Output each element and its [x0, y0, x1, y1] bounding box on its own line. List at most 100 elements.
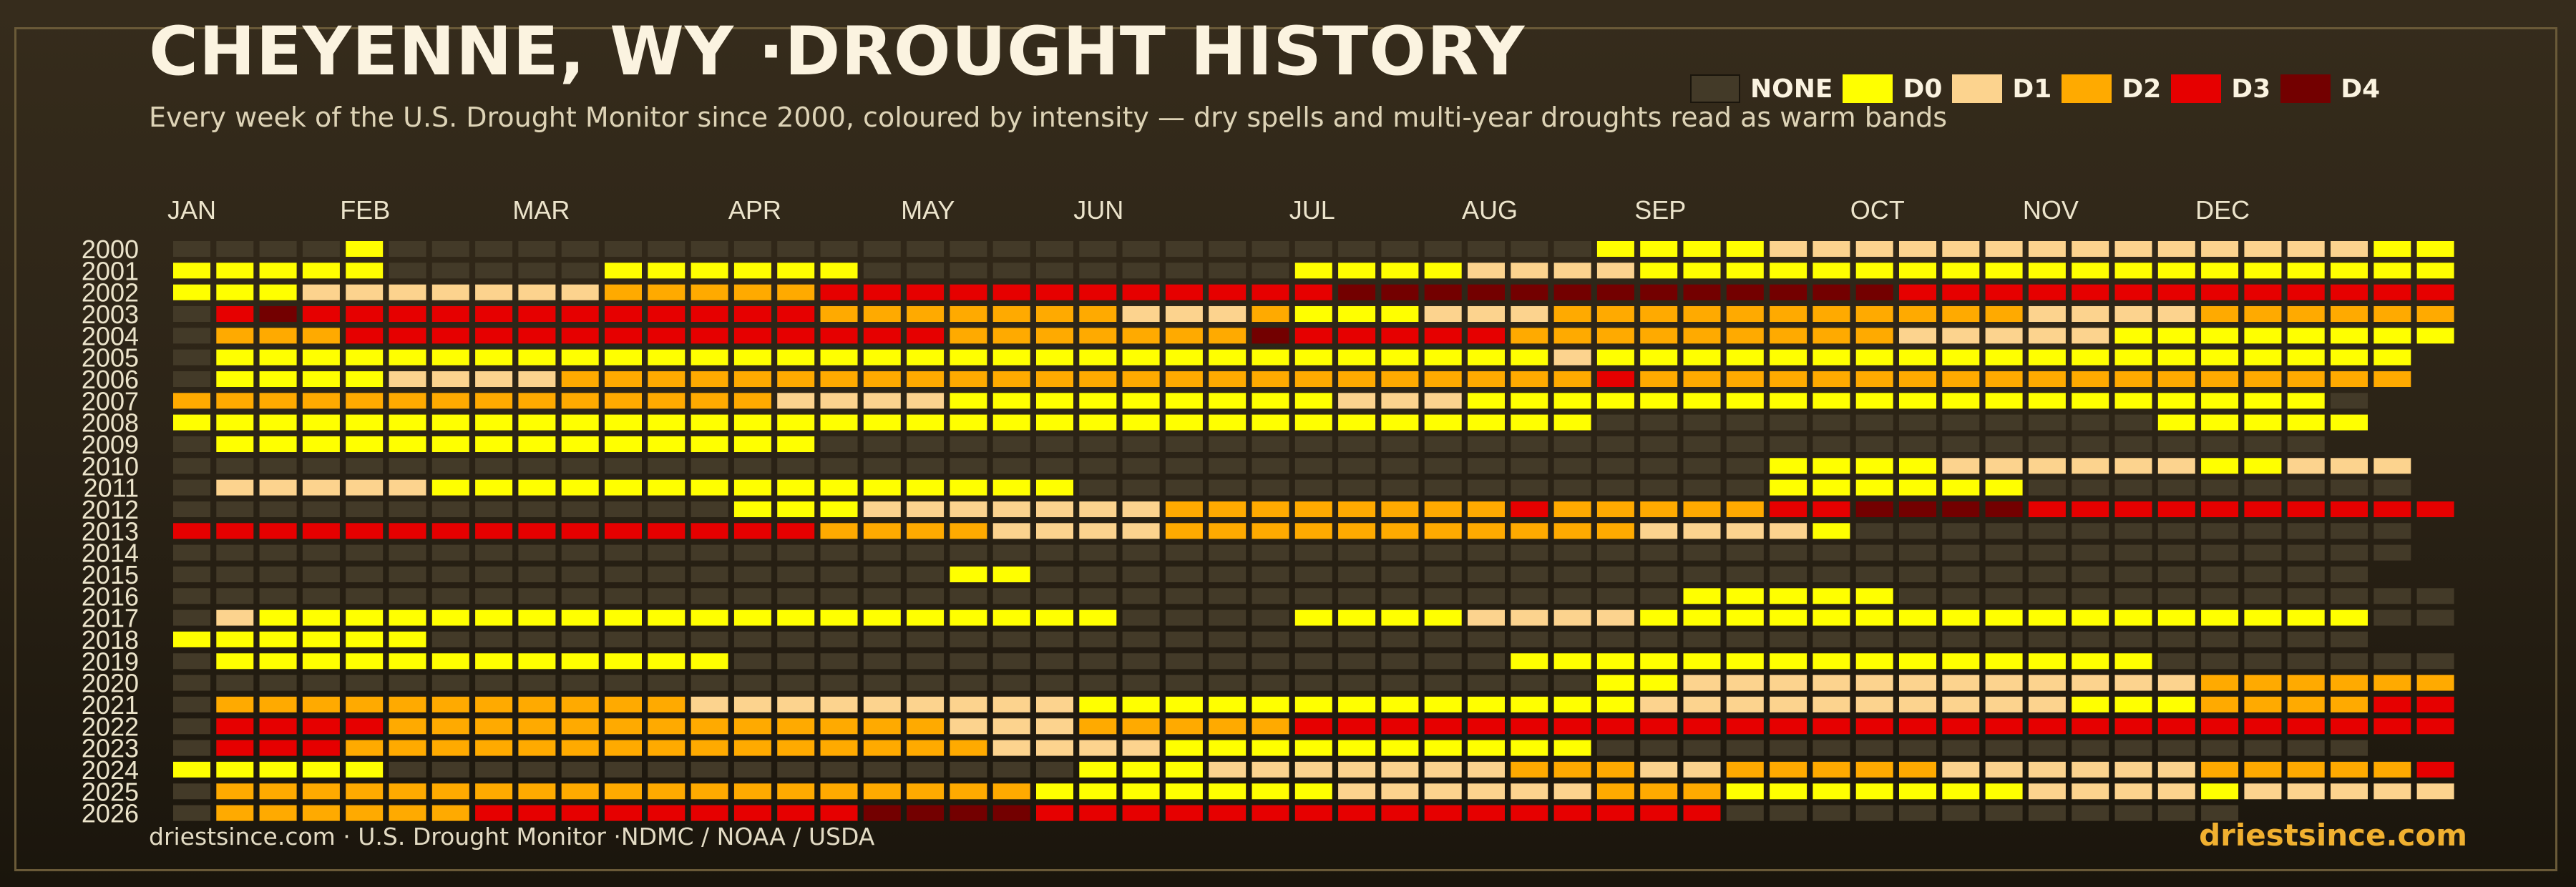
week-cell	[2244, 501, 2282, 517]
legend-item-d3: D3	[2171, 74, 2273, 104]
week-cell	[346, 371, 384, 387]
week-cell	[2287, 675, 2325, 691]
week-cell	[475, 479, 513, 496]
week-cell	[2201, 263, 2239, 279]
week-cell	[2287, 761, 2325, 778]
week-cell	[1036, 393, 1073, 409]
week-cell	[216, 761, 254, 778]
week-cell	[1381, 761, 1419, 778]
week-cell	[992, 371, 1030, 387]
week-cell	[777, 653, 815, 670]
week-cell	[1165, 458, 1203, 474]
week-cell	[561, 718, 599, 735]
year-label-2002: 2002	[82, 278, 139, 308]
week-cell	[389, 783, 426, 800]
week-cell	[1985, 653, 2023, 670]
week-cell	[216, 740, 254, 756]
week-cell	[648, 544, 686, 561]
week-cell	[1596, 544, 1634, 561]
week-cell	[216, 675, 254, 691]
week-cell	[648, 414, 686, 431]
week-cell	[1985, 349, 2023, 366]
week-cell	[1036, 567, 1073, 582]
week-cell	[2373, 371, 2411, 387]
week-cell	[1424, 328, 1462, 344]
year-label-2023: 2023	[82, 734, 139, 763]
week-cell	[1122, 393, 1160, 409]
week-cell	[1424, 263, 1462, 279]
week-cell	[431, 458, 469, 474]
week-cell	[2244, 740, 2282, 756]
week-cell	[1640, 696, 1678, 712]
week-cell	[475, 761, 513, 778]
week-cell	[1036, 306, 1073, 322]
legend-swatch-d1	[1952, 74, 2003, 103]
week-cell	[431, 393, 469, 409]
week-cell	[605, 588, 642, 604]
week-cell	[1855, 328, 1893, 344]
week-cell	[1294, 241, 1332, 257]
week-cell	[2028, 740, 2066, 756]
week-cell	[1553, 436, 1591, 452]
week-cell	[1985, 328, 2023, 344]
week-cell	[1122, 631, 1160, 647]
week-cell	[1683, 479, 1721, 496]
week-cell	[907, 588, 945, 604]
week-cell	[2244, 436, 2282, 452]
week-cell	[2373, 328, 2411, 344]
week-cell	[1468, 631, 1505, 647]
week-cell	[2114, 740, 2152, 756]
week-cell	[1511, 458, 1548, 474]
week-cell	[1079, 588, 1117, 604]
week-cell	[820, 306, 858, 322]
week-cell	[1553, 696, 1591, 712]
week-cell	[1338, 523, 1376, 539]
week-cell	[2331, 393, 2368, 409]
week-cell	[1553, 371, 1591, 387]
week-cell	[1942, 371, 1980, 387]
week-cell	[173, 718, 210, 735]
week-cell	[1942, 284, 1980, 300]
week-cell	[431, 696, 469, 712]
week-cell	[1338, 567, 1376, 582]
week-cell	[691, 371, 728, 387]
week-cell	[1511, 675, 1548, 691]
week-cell	[346, 783, 384, 800]
week-cell	[302, 718, 340, 735]
week-cell	[1122, 306, 1160, 322]
week-cell	[2373, 718, 2411, 735]
week-cell	[863, 783, 901, 800]
week-cell	[605, 501, 642, 517]
week-cell	[2244, 718, 2282, 735]
week-cell	[2072, 588, 2109, 604]
week-cell	[777, 588, 815, 604]
week-cell	[2072, 263, 2109, 279]
week-cell	[302, 761, 340, 778]
week-cell	[1079, 501, 1117, 517]
week-cell	[475, 349, 513, 366]
week-cell	[691, 805, 728, 821]
week-cell	[863, 501, 901, 517]
week-cell	[431, 328, 469, 344]
week-cell	[2028, 544, 2066, 561]
week-cell	[733, 436, 771, 452]
week-cell	[389, 501, 426, 517]
week-cell	[518, 371, 556, 387]
week-cell	[1338, 805, 1376, 821]
week-cell	[863, 458, 901, 474]
week-cell	[992, 675, 1030, 691]
week-cell	[2373, 653, 2411, 670]
week-cell	[2287, 523, 2325, 539]
brand-link[interactable]: driestsince.com	[2199, 818, 2467, 853]
week-cell	[2287, 501, 2325, 517]
week-cell	[302, 414, 340, 431]
week-cell	[1252, 675, 1289, 691]
week-cell	[1985, 783, 2023, 800]
week-cell	[1683, 458, 1721, 474]
week-cell	[389, 544, 426, 561]
week-cell	[648, 306, 686, 322]
week-cell	[1252, 436, 1289, 452]
week-cell	[259, 696, 297, 712]
week-cell	[1553, 544, 1591, 561]
week-cell	[475, 588, 513, 604]
